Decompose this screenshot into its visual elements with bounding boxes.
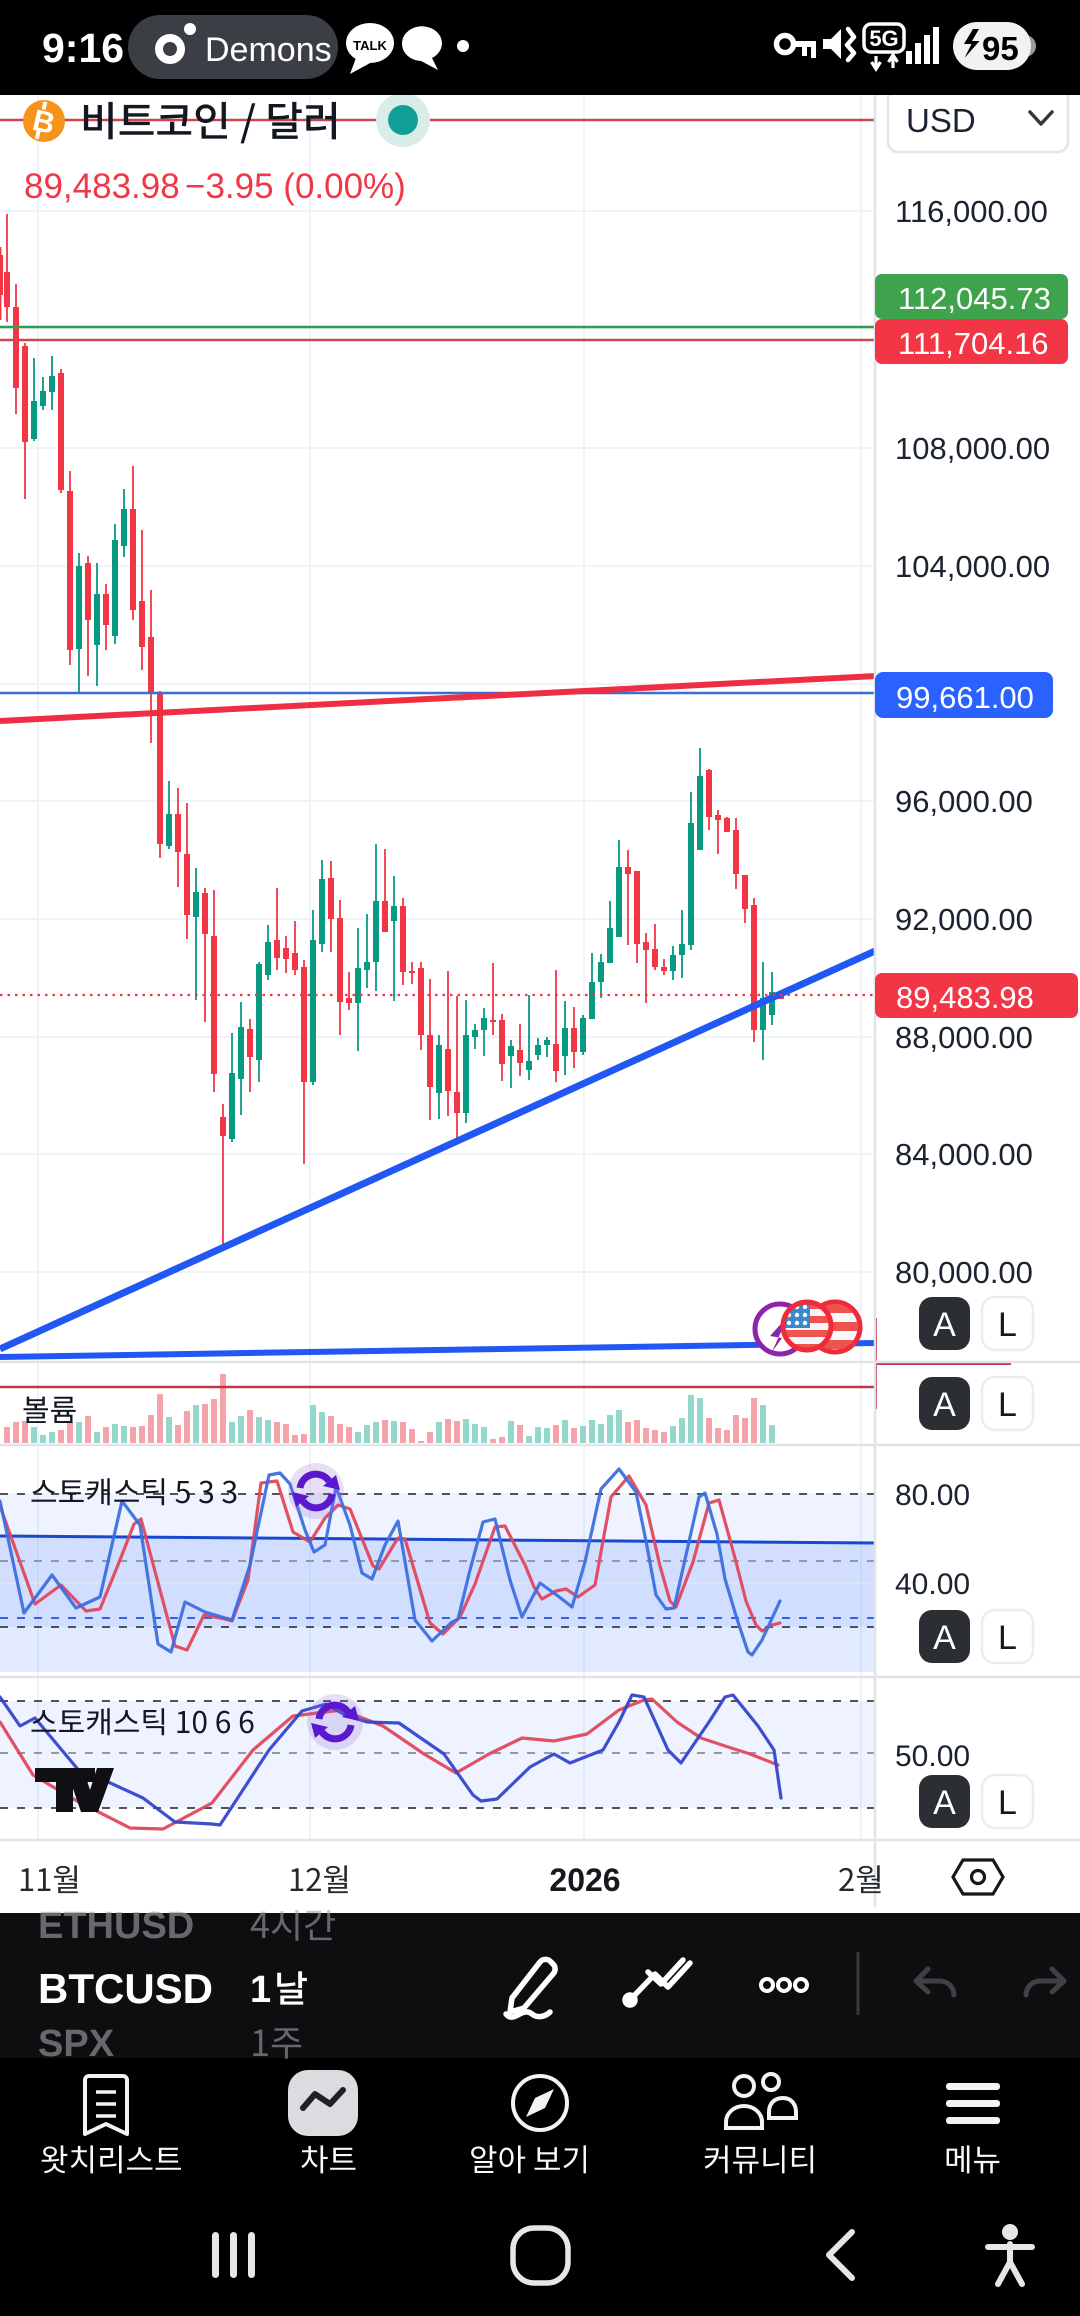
svg-text:L: L	[998, 1306, 1017, 1344]
svg-text:88,000.00: 88,000.00	[895, 1020, 1033, 1055]
svg-text:84,000.00: 84,000.00	[895, 1137, 1033, 1172]
svg-text:111,704.16: 111,704.16	[898, 326, 1049, 361]
svg-text:50.00: 50.00	[895, 1740, 970, 1773]
svg-text:A: A	[933, 1306, 956, 1344]
svg-text:L: L	[998, 1784, 1017, 1822]
svg-text:USD: USD	[906, 102, 976, 139]
svg-text:89,483.98: 89,483.98	[896, 980, 1034, 1015]
svg-text:104,000.00: 104,000.00	[895, 549, 1050, 584]
svg-text:A: A	[933, 1619, 956, 1657]
svg-text:92,000.00: 92,000.00	[895, 902, 1033, 937]
svg-text:TALK: TALK	[353, 38, 387, 53]
svg-text:89,483.98: 89,483.98	[24, 167, 180, 206]
svg-text:99,661.00: 99,661.00	[896, 680, 1034, 715]
svg-text:95: 95	[982, 30, 1019, 67]
svg-text:80.00: 80.00	[895, 1479, 970, 1512]
svg-text:SPX: SPX	[38, 2023, 115, 2065]
svg-text:96,000.00: 96,000.00	[895, 784, 1033, 819]
svg-text:108,000.00: 108,000.00	[895, 431, 1050, 466]
svg-text:5G: 5G	[869, 26, 898, 51]
svg-text:L: L	[998, 1386, 1017, 1424]
svg-text:A: A	[933, 1784, 956, 1822]
svg-text:9:16: 9:16	[42, 25, 124, 71]
svg-text:80,000.00: 80,000.00	[895, 1255, 1033, 1290]
svg-text:40.00: 40.00	[895, 1568, 970, 1601]
svg-text:BTCUSD: BTCUSD	[38, 1965, 213, 2012]
svg-text:A: A	[933, 1386, 956, 1424]
svg-text:112,045.73: 112,045.73	[898, 281, 1051, 316]
svg-text:L: L	[998, 1619, 1017, 1657]
svg-text:Demons: Demons	[205, 31, 332, 69]
svg-text:116,000.00: 116,000.00	[895, 194, 1048, 229]
svg-text:ETHUSD: ETHUSD	[38, 1910, 194, 1947]
svg-text:2026: 2026	[549, 1862, 620, 1898]
svg-text:1: 1	[250, 1969, 271, 2011]
svg-text:−3.95 (0.00%): −3.95 (0.00%)	[185, 167, 406, 206]
